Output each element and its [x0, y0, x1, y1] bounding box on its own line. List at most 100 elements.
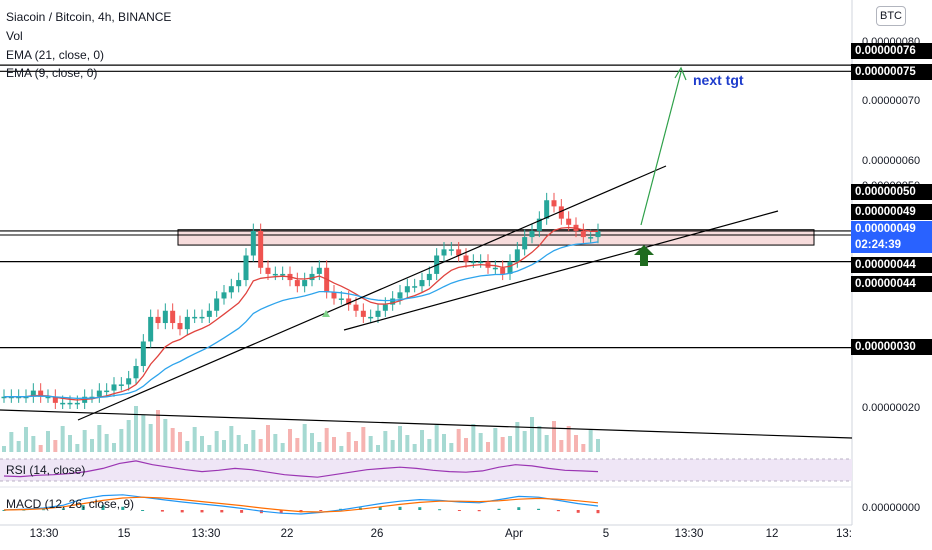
volume-bar [156, 410, 160, 452]
candle-body [507, 261, 513, 274]
volume-bar [185, 441, 190, 452]
volume-bar [332, 437, 336, 452]
candle-body [353, 304, 359, 311]
countdown-tag: 02:24:39 [851, 237, 932, 253]
candle-body [170, 310, 176, 324]
volume-bar [500, 437, 505, 452]
ema9-label: EMA (9, close, 0) [6, 66, 98, 80]
volume-bar [588, 430, 593, 452]
candle-body [324, 267, 330, 293]
volume-bar [236, 435, 241, 452]
candle-body [38, 390, 44, 397]
macd-histogram-bar [141, 510, 145, 511]
candle-body [52, 396, 58, 403]
volume-bar [170, 428, 175, 452]
candle-body [302, 280, 308, 287]
macd-signal-line [3, 496, 599, 513]
volume-bar [112, 443, 116, 452]
volume-bar [530, 417, 534, 452]
volume-bar [390, 440, 395, 452]
volume-bar [60, 426, 65, 452]
volume-bar [354, 441, 358, 452]
volume-bar [141, 415, 146, 452]
volume-bar [104, 434, 109, 452]
volume-bar [493, 428, 498, 452]
candle-body [23, 396, 29, 399]
volume-bar [251, 430, 256, 452]
rsi-line [3, 460, 599, 478]
volume-bar [2, 446, 6, 452]
volume-bar [222, 440, 226, 452]
candle-body [382, 304, 388, 311]
y-tick-label: 0.00000070 [862, 95, 921, 107]
candle-body [243, 255, 249, 281]
candle-body [309, 273, 315, 281]
volume-bar [119, 429, 124, 452]
volume-bar [566, 426, 571, 452]
candle-body [67, 402, 73, 405]
candle-body [221, 292, 227, 299]
volume-bar [449, 443, 454, 452]
currency-button[interactable]: BTC [876, 6, 906, 26]
macd-histogram-bar [240, 510, 244, 513]
volume-bar [244, 444, 248, 452]
volume-bar [456, 429, 461, 452]
volume-bar [16, 441, 21, 452]
x-tick-label: 22 [280, 528, 294, 540]
candle-body [588, 237, 594, 239]
candle-body [551, 200, 557, 207]
candle-body [500, 267, 506, 274]
volume-bar [258, 439, 263, 452]
rising-trendline [77, 165, 667, 421]
volume-bar [442, 434, 446, 452]
candle-body [492, 267, 498, 270]
volume-bar [346, 432, 351, 452]
macd-histogram-bar [537, 508, 541, 510]
support-trendline [343, 210, 779, 331]
volume-bar [229, 426, 234, 452]
y-tick-label: 0.00000060 [862, 155, 921, 167]
volume-bar [339, 446, 344, 452]
candle-body [346, 298, 352, 305]
x-tick-label: 15 [117, 528, 131, 540]
candle-body [331, 292, 337, 299]
macd-histogram-bar [42, 509, 46, 511]
candle-body [360, 310, 366, 317]
candle-body [45, 396, 51, 399]
price-tag: 0.00000076 [851, 43, 932, 59]
symbol-title: Siacoin / Bitcoin, 4h, BINANCE [6, 10, 172, 24]
x-tick-label: 13:30 [191, 528, 221, 540]
volume-bar [53, 440, 58, 452]
x-tick-label: 13: [836, 528, 852, 540]
candle-body [595, 230, 601, 238]
macd-histogram-bar [220, 510, 224, 513]
volume-bar [126, 420, 131, 452]
candle-body [470, 261, 476, 264]
candle-body [566, 218, 572, 225]
vol-label: Vol [6, 29, 23, 43]
volume-bar [464, 438, 468, 452]
macd-histogram-bar [497, 508, 501, 510]
volume-bar [295, 438, 300, 452]
macd-histogram-bar [2, 510, 6, 511]
volume-bar [46, 431, 50, 452]
candle-body [463, 255, 469, 262]
candle-body [529, 230, 535, 238]
volume-bar [38, 445, 43, 452]
volume-bar [478, 433, 483, 452]
volume-bar [302, 424, 307, 452]
volume-bar [515, 422, 520, 452]
next-target-annotation: next tgt [693, 72, 744, 88]
candle-body [140, 341, 146, 367]
candle-body [478, 261, 484, 264]
candle-body [338, 298, 344, 300]
macd-histogram-bar [121, 506, 125, 510]
volume-bar [214, 431, 219, 452]
candle-body [514, 249, 520, 262]
candle-body [294, 280, 300, 287]
macd-histogram-bar [418, 507, 422, 510]
candle-body [397, 292, 403, 299]
volume-bar [471, 424, 476, 452]
macd-histogram-bar [596, 510, 600, 514]
